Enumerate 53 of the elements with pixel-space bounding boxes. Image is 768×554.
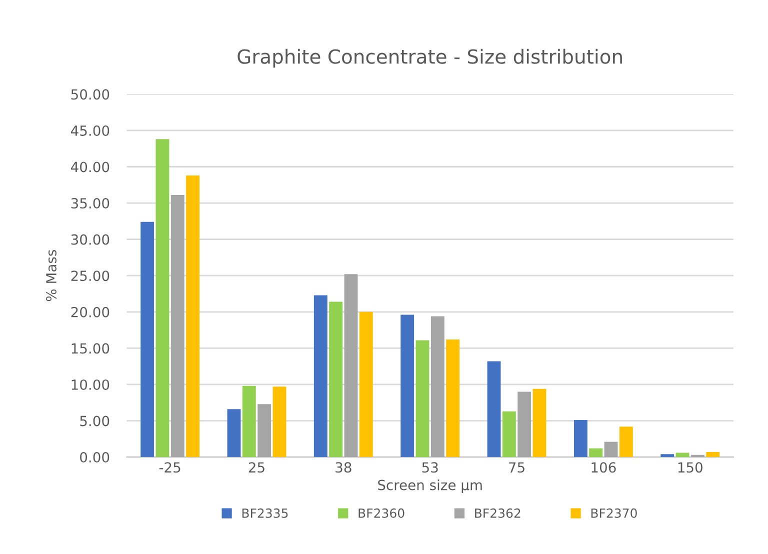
bar — [344, 274, 358, 458]
y-tick-label: 25.00 — [71, 270, 110, 282]
bar — [676, 452, 690, 458]
bar — [140, 222, 154, 458]
y-tick-label: 40.00 — [70, 162, 110, 172]
bar — [604, 442, 618, 458]
bar — [242, 386, 256, 458]
bar — [446, 339, 460, 458]
y-tick-label: 30.00 — [71, 234, 110, 245]
y-tick-label: 50.00 — [71, 89, 110, 100]
bar — [359, 312, 373, 458]
x-tick-label: 38 — [336, 462, 352, 473]
legend-label: BF2370 — [591, 508, 637, 518]
x-tick-label: 75 — [509, 462, 524, 473]
y-tick-label: 0.00 — [80, 452, 110, 463]
bar — [400, 314, 414, 458]
bar — [430, 316, 444, 458]
legend-label: BF2360 — [358, 508, 404, 518]
x-tick-label: 106 — [592, 462, 616, 473]
y-tick-label: 20.00 — [71, 306, 110, 318]
bar — [314, 295, 328, 458]
y-tick-label: 5.00 — [80, 416, 110, 426]
bar — [170, 195, 184, 458]
y-tick-label: 35.00 — [71, 198, 110, 209]
bar — [574, 420, 588, 458]
bar — [502, 411, 516, 458]
bar — [272, 386, 286, 458]
x-tick-label: 150 — [678, 462, 702, 473]
bar — [227, 409, 241, 458]
bar — [706, 452, 720, 458]
bar — [660, 454, 674, 458]
bar — [619, 426, 633, 458]
x-tick-label: 53 — [422, 462, 438, 473]
y-tick-label: 45.00 — [70, 125, 110, 136]
bar — [156, 139, 170, 458]
legend-label: BF2362 — [475, 508, 520, 518]
legend-label: BF2335 — [242, 508, 288, 518]
chart-title: Graphite Concentrate - Size distribution — [238, 48, 622, 68]
bar — [416, 340, 430, 458]
x-tick-label: 25 — [248, 462, 264, 473]
x-axis-title: Screen size µm — [378, 480, 482, 493]
y-tick-label: 10.00 — [72, 379, 110, 390]
bar — [258, 404, 272, 458]
bar — [532, 388, 546, 458]
bar — [518, 392, 532, 458]
bar — [329, 302, 343, 458]
bar — [690, 454, 704, 458]
y-tick-label: 15.00 — [72, 343, 110, 354]
y-axis-title: % Mass — [46, 250, 56, 302]
x-tick-label: -25 — [159, 462, 180, 473]
bar — [589, 448, 603, 458]
bar — [487, 361, 501, 458]
bar — [186, 175, 200, 458]
